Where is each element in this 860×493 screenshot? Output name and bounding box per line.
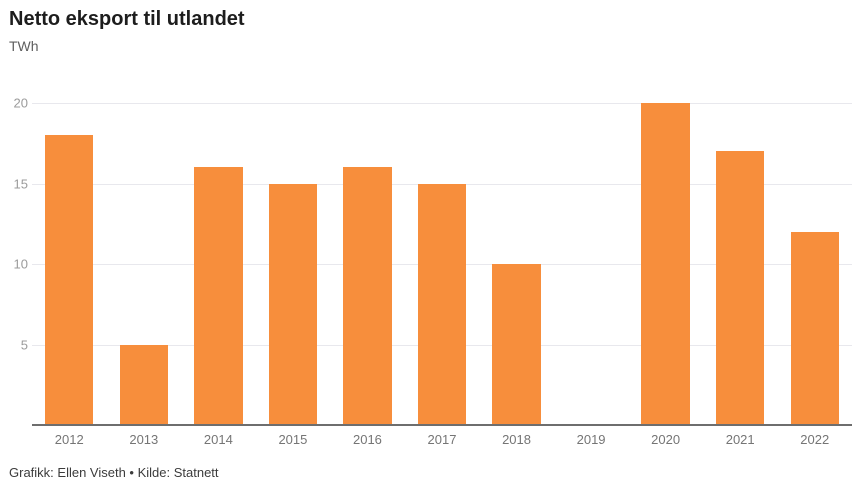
x-tick-label: 2013 — [129, 432, 159, 447]
chart-subtitle: TWh — [9, 38, 39, 54]
x-tick-label: 2018 — [502, 432, 531, 447]
x-axis: 2012 2013 2014 2015 2016 2017 2018 2019 2020 2021… — [32, 425, 852, 449]
bar — [715, 151, 765, 425]
x-tick-label: 2017 — [427, 432, 457, 447]
bar — [343, 167, 392, 425]
x-tick-label: 2021 — [725, 432, 755, 447]
bar — [45, 135, 94, 425]
x-tick-label: 2022 — [800, 432, 830, 447]
bar — [194, 167, 243, 425]
x-tick-label: 2012 — [54, 432, 84, 447]
bar — [790, 231, 839, 425]
x-tick-label: 2014 — [203, 432, 233, 447]
y-tick-label: 5 — [20, 337, 28, 352]
chart-title: Netto eksport til utlandet — [9, 8, 245, 30]
y-tick-label: 10 — [13, 256, 28, 272]
bar — [492, 264, 541, 425]
x-tick-label: 2016 — [352, 432, 382, 447]
y-tick-label: 15 — [13, 176, 28, 191]
bar — [641, 103, 690, 425]
y-axis: 5 10 15 20 — [0, 97, 28, 425]
y-tick-label: 20 — [13, 95, 28, 111]
bar-chart: 5 10 15 20 2012 2013 2014 2015 2016 2017 2018 2019… — [0, 97, 852, 446]
chart-credit: Grafikk: Ellen Viseth • Kilde: Statnett — [9, 465, 219, 480]
x-tick-label: 2020 — [651, 432, 681, 447]
bar — [268, 183, 318, 425]
x-axis-line — [32, 424, 852, 426]
bar — [119, 344, 169, 425]
x-tick-label: 2015 — [278, 432, 308, 447]
gridline — [32, 103, 852, 104]
bar — [417, 183, 467, 425]
plot-area — [32, 103, 852, 426]
x-tick-label: 2019 — [576, 432, 606, 447]
